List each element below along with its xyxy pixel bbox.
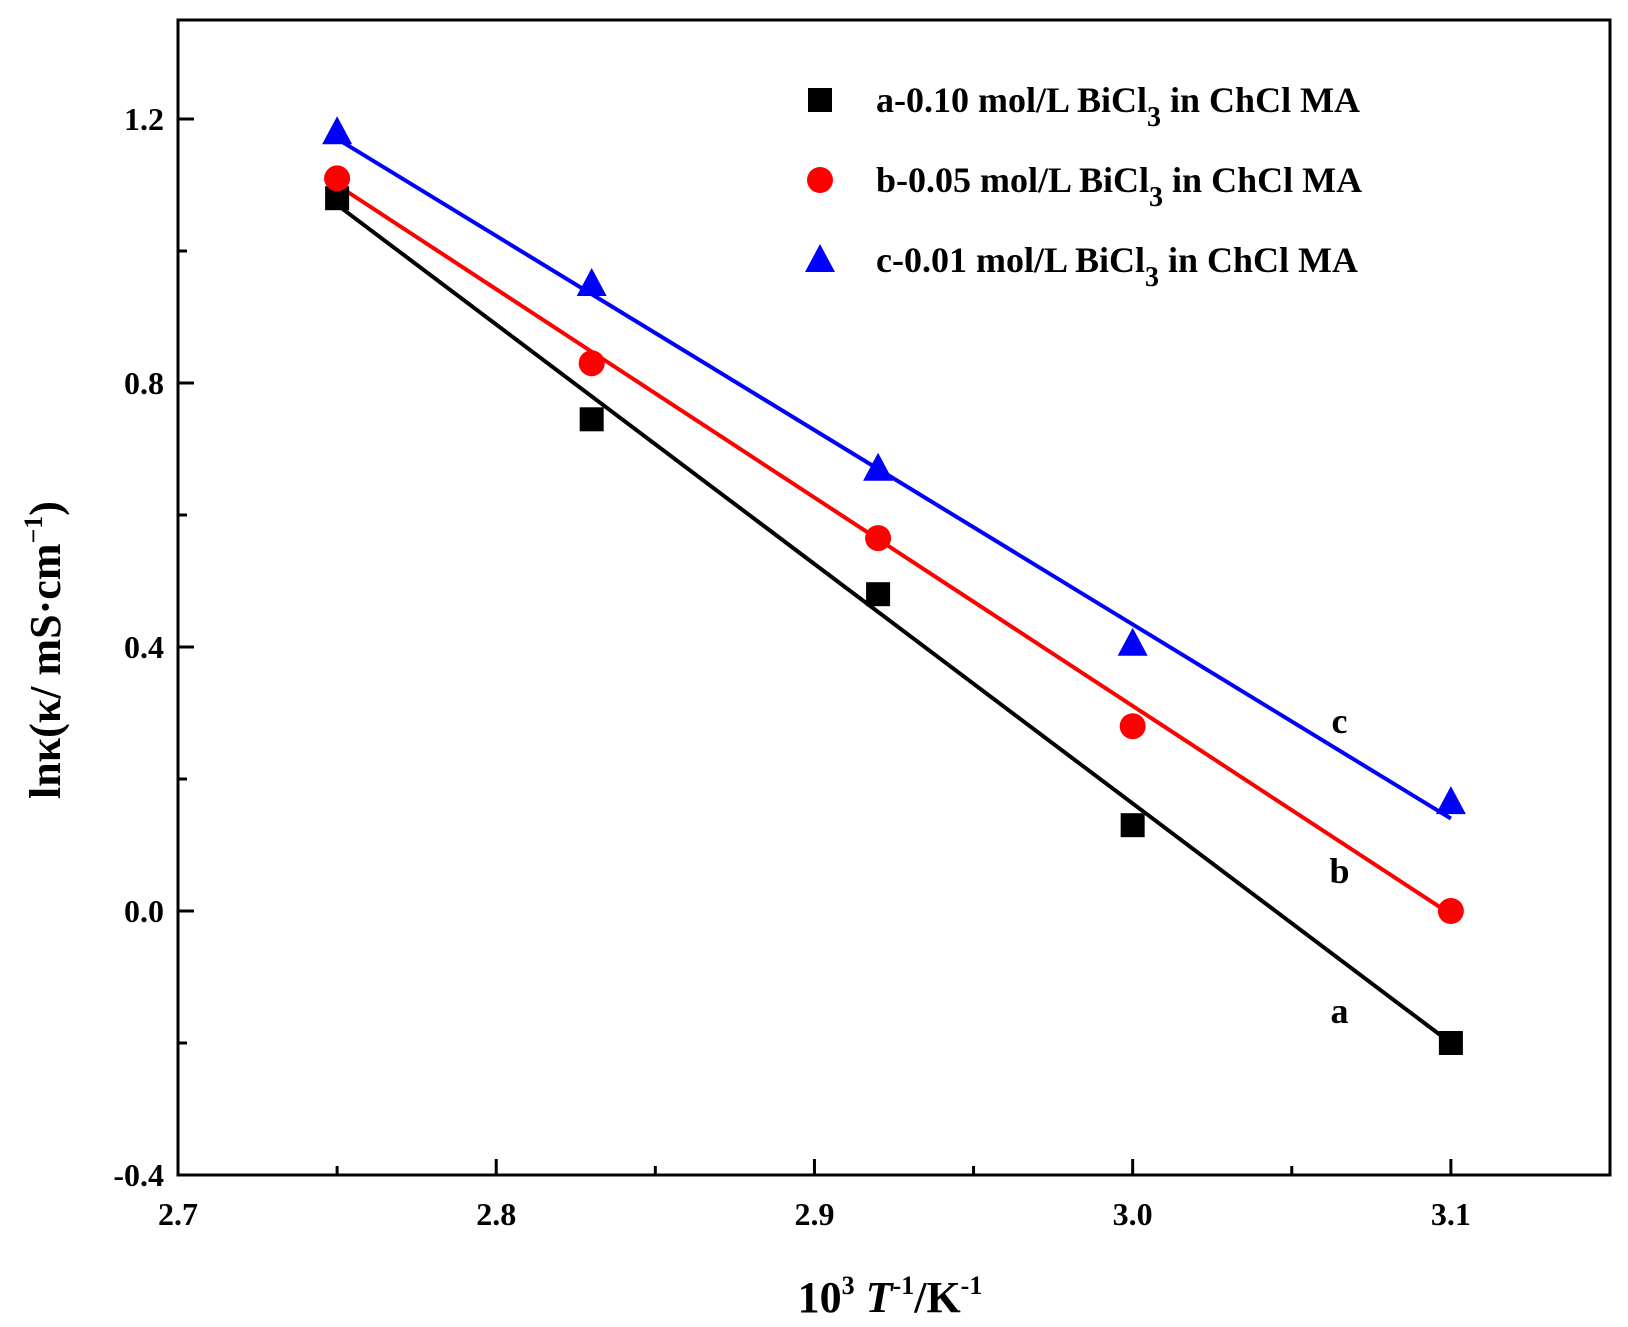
curve-label-a: a bbox=[1331, 991, 1349, 1031]
data-point-c bbox=[1435, 786, 1466, 815]
y-tick-label: -0.4 bbox=[113, 1157, 164, 1193]
data-point-b bbox=[324, 165, 351, 192]
data-markers bbox=[322, 116, 1466, 1055]
fit-lines bbox=[335, 137, 1453, 1045]
data-point-b bbox=[865, 525, 892, 552]
data-point-a bbox=[579, 407, 604, 432]
data-point-c bbox=[1117, 627, 1148, 656]
x-tick-label: 2.8 bbox=[476, 1196, 516, 1232]
plot-frame bbox=[176, 18, 1612, 1177]
legend-marker-a bbox=[808, 88, 832, 112]
y-tick-label: 1.2 bbox=[124, 101, 164, 137]
data-point-b bbox=[1119, 713, 1146, 740]
x-tick-label: 2.9 bbox=[794, 1196, 834, 1232]
curve-labels: a b c bbox=[1329, 701, 1349, 1031]
data-point-c bbox=[576, 268, 607, 296]
fit-line-b bbox=[336, 183, 1452, 916]
curve-label-c: c bbox=[1332, 701, 1348, 741]
data-point-b bbox=[578, 350, 605, 377]
data-point-b bbox=[1437, 898, 1464, 924]
axis-ticks bbox=[176, 117, 1453, 1177]
data-point-a bbox=[866, 582, 891, 607]
y-axis-title: lnκ(κ/ mS·cm−1) bbox=[19, 501, 70, 799]
data-point-a bbox=[1120, 813, 1145, 838]
legend-label-a: a-0.10 mol/L BiCl3 in ChCl MA bbox=[876, 80, 1360, 133]
y-tick-label: 0.4 bbox=[124, 629, 164, 665]
x-tick-label: 3.0 bbox=[1113, 1196, 1153, 1232]
x-axis-title: 103 T-1/K-1 bbox=[798, 1271, 983, 1322]
data-point-a bbox=[1438, 1031, 1463, 1055]
fit-line-c bbox=[336, 137, 1452, 821]
legend-marker-b bbox=[807, 167, 833, 193]
data-point-c bbox=[322, 116, 353, 145]
curve-label-b: b bbox=[1329, 851, 1349, 891]
tick-labels: 2.7 2.8 2.9 3.0 3.1 -0.4 0.0 0.4 0.8 1.2 bbox=[113, 101, 1471, 1232]
x-tick-label: 2.7 bbox=[158, 1196, 198, 1232]
data-point-c bbox=[863, 452, 894, 481]
y-tick-label: 0.8 bbox=[124, 365, 164, 401]
legend: a-0.10 mol/L BiCl3 in ChCl MA b-0.05 mol/… bbox=[805, 80, 1362, 293]
x-tick-label: 3.1 bbox=[1431, 1196, 1471, 1232]
legend-marker-c bbox=[805, 244, 835, 272]
y-tick-label: 0.0 bbox=[124, 893, 164, 929]
legend-label-c: c-0.01 mol/L BiCl3 in ChCl MA bbox=[876, 240, 1358, 293]
fit-line-a bbox=[335, 203, 1453, 1045]
legend-label-b: b-0.05 mol/L BiCl3 in ChCl MA bbox=[876, 160, 1362, 213]
